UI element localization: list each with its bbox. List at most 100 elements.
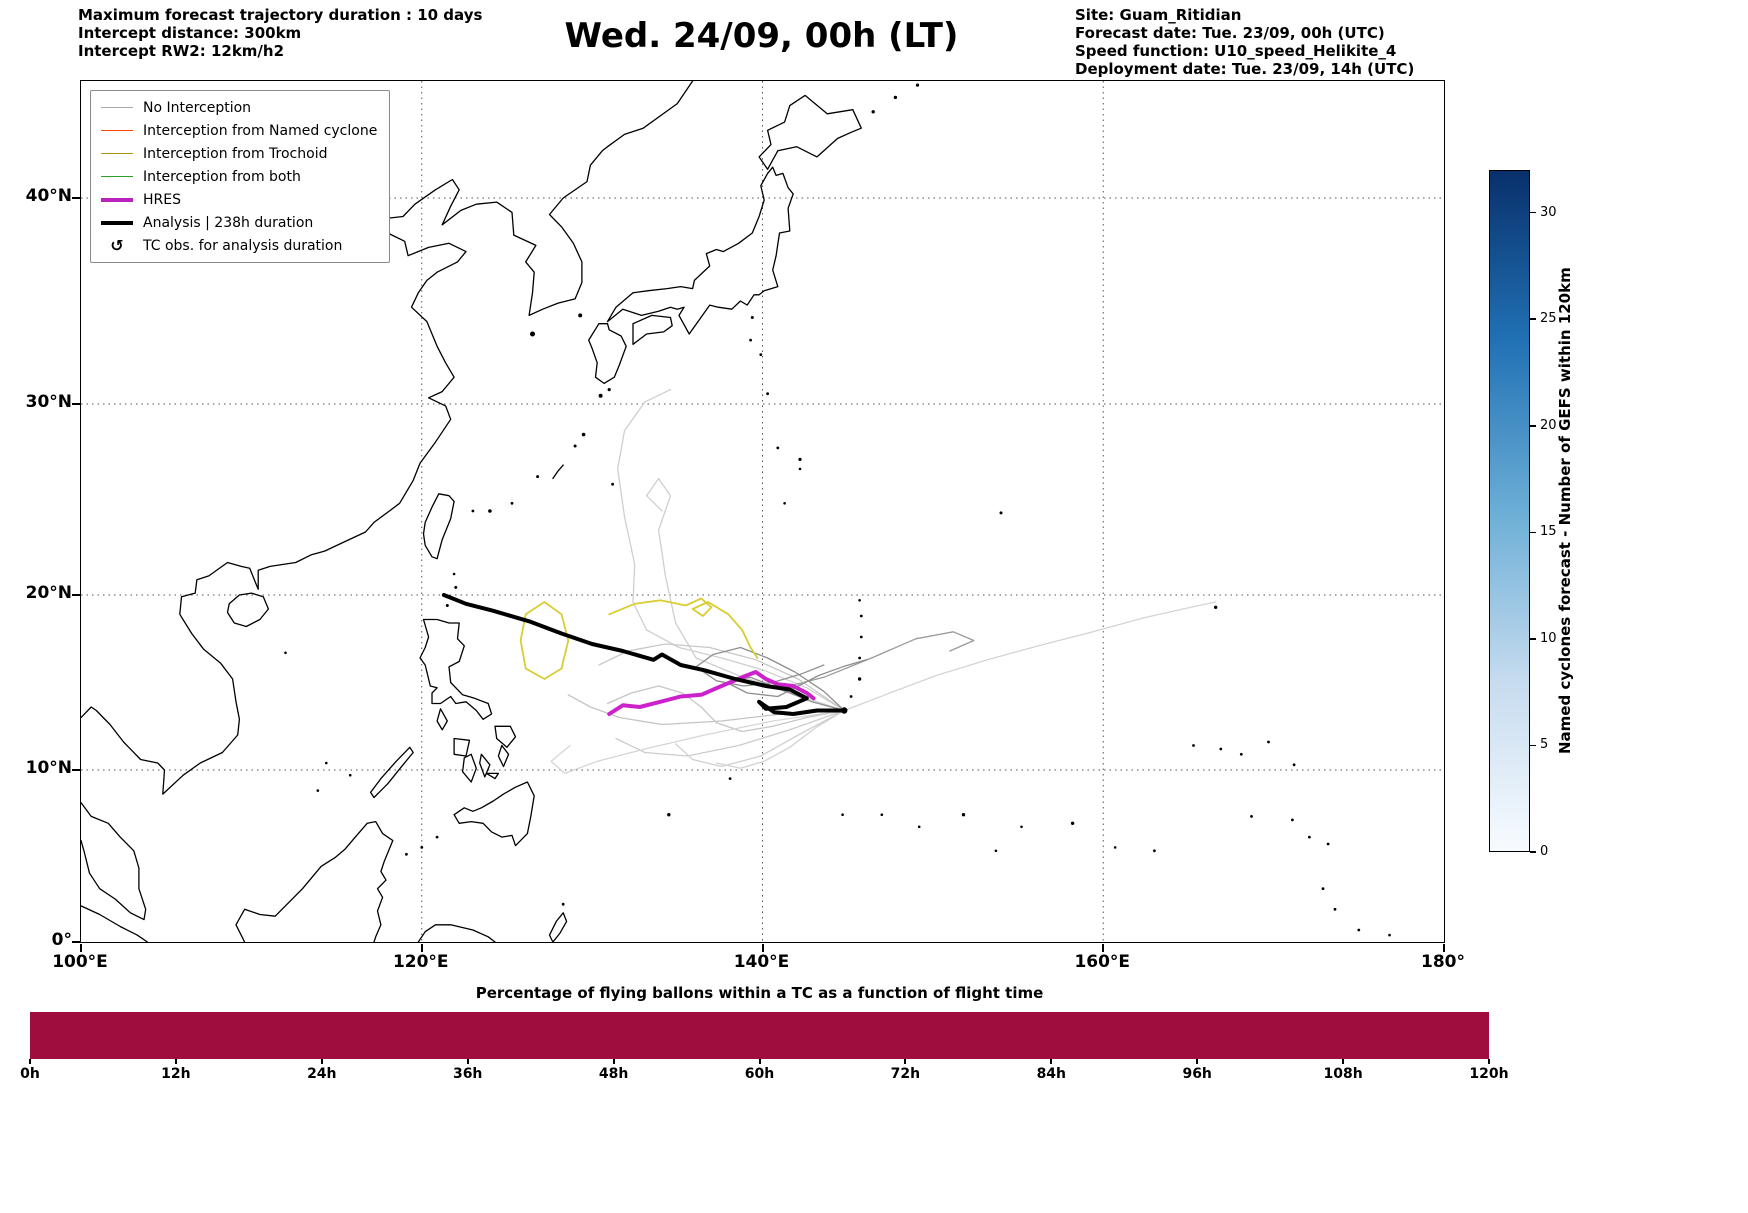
trajectory-map: No Interception Interception from Named c… (80, 80, 1445, 943)
trajectory-ensemble-13 (550, 709, 845, 775)
legend-item-label: Interception from Trochoid (143, 145, 328, 162)
island-dot (1214, 605, 1218, 609)
colorbar-tick (1530, 851, 1536, 853)
island-dot (1070, 821, 1075, 825)
lat-tick (72, 403, 80, 405)
colorbar-tick (1530, 744, 1536, 747)
island-dot (420, 846, 424, 849)
coastline (422, 493, 455, 560)
coastline (758, 94, 862, 170)
legend-item-label: Analysis | 238h duration (143, 214, 314, 231)
lat-tick-label: 10°N (25, 758, 72, 778)
hour-tick (1196, 1059, 1199, 1064)
colorbar-tick-label: 30 (1540, 204, 1557, 220)
coastline (453, 737, 471, 757)
island-dot (435, 835, 439, 839)
max-duration-text: Maximum forecast trajectory duration : 1… (78, 6, 483, 24)
speed-function-text: Speed function: U10_speed_Helikite_4 (1075, 42, 1397, 60)
site-info-block: Site: Guam_Ritidian Forecast date: Tue. … (1075, 6, 1414, 78)
coastline (81, 81, 694, 795)
coastline (494, 725, 517, 748)
hour-tick-label: 12h (161, 1066, 191, 1082)
hour-tick-label: 0h (20, 1066, 40, 1082)
trajectory-ensemble-02 (645, 477, 845, 712)
island-dot (893, 95, 898, 100)
coastline (453, 781, 535, 847)
hour-tick (612, 1059, 615, 1064)
island-dot (749, 338, 752, 342)
coastline (81, 802, 147, 921)
colorbar-tick-label: 0 (1540, 844, 1549, 859)
island-dot (667, 813, 671, 817)
lon-tick (761, 944, 764, 952)
coastline (235, 820, 394, 942)
colorbar-tick (1530, 318, 1536, 320)
island-dot (1326, 842, 1330, 846)
hour-tick (758, 1059, 761, 1064)
island-dot (1357, 928, 1361, 932)
legend-item-label: No Interception (143, 99, 252, 116)
analysis-end-marker (841, 707, 848, 714)
bottom-chart-title: Percentage of flying ballons within a TC… (475, 984, 1044, 1002)
hour-tick-label: 120h (1469, 1066, 1509, 1082)
coastline (548, 912, 568, 942)
percent-in-tc-bar (30, 1012, 1489, 1059)
legend-item: Interception from both (101, 167, 377, 186)
coastline (588, 323, 627, 385)
legend-line-sample (101, 176, 133, 177)
hour-tick-label: 72h (890, 1066, 921, 1082)
island-dot (1219, 747, 1223, 751)
coastline (606, 166, 794, 335)
legend-line-sample (101, 107, 133, 108)
intercept-distance-text: Intercept distance: 300km (78, 24, 302, 42)
island-dot (1292, 763, 1296, 767)
island-dot (994, 849, 998, 853)
island-dot (1020, 825, 1023, 829)
island-dot (488, 509, 492, 513)
legend-line-sample (101, 153, 133, 154)
island-dot (1321, 887, 1325, 891)
island-dot (405, 852, 408, 856)
coastline (552, 464, 564, 480)
island-dot (1113, 846, 1117, 849)
hour-tick-label: 24h (307, 1066, 337, 1082)
island-dot (776, 446, 780, 450)
island-dot (857, 677, 862, 681)
legend-line-sample (101, 220, 133, 225)
coastline (632, 314, 673, 345)
colorbar-tick-label: 20 (1540, 417, 1557, 433)
island-dot (1250, 815, 1253, 818)
coastline (369, 746, 414, 799)
coastline (485, 772, 500, 780)
island-dot (1153, 849, 1156, 853)
island-dot (1333, 907, 1337, 911)
hour-tick (1342, 1059, 1345, 1064)
deployment-date-text: Deployment date: Tue. 23/09, 14h (UTC) (1075, 60, 1415, 78)
island-dot (859, 614, 863, 618)
trajectory-ensemble-04 (843, 601, 1217, 712)
legend-item: No Interception (101, 98, 377, 117)
island-dot (348, 773, 352, 777)
island-dot (1239, 752, 1243, 756)
island-dot (917, 825, 921, 829)
island-dot (561, 902, 565, 906)
colorbar-label: Named cyclones forecast - Number of GEFS… (1556, 267, 1574, 755)
island-dot (859, 635, 863, 639)
lon-tick-label: 120°E (392, 952, 449, 972)
lon-tick-label: 160°E (1074, 952, 1131, 972)
hour-tick-label: 60h (744, 1066, 775, 1082)
island-dot (1267, 740, 1270, 744)
forecast-date-text: Forecast date: Tue. 23/09, 00h (UTC) (1075, 24, 1385, 42)
lon-tick-label: 100°E (52, 952, 108, 972)
lat-tick-label: 30°N (25, 392, 72, 412)
lon-tick (1443, 944, 1445, 952)
island-dot (471, 509, 475, 513)
map-canvas (81, 81, 1444, 942)
trajectory-analysis (441, 593, 847, 716)
colorbar-tick (1530, 211, 1536, 214)
trajectory-ensemble-10 (695, 646, 845, 712)
site-name-text: Site: Guam_Ritidian (1075, 6, 1242, 24)
island-dot (598, 393, 603, 398)
lat-tick-label: 40°N (25, 186, 72, 206)
